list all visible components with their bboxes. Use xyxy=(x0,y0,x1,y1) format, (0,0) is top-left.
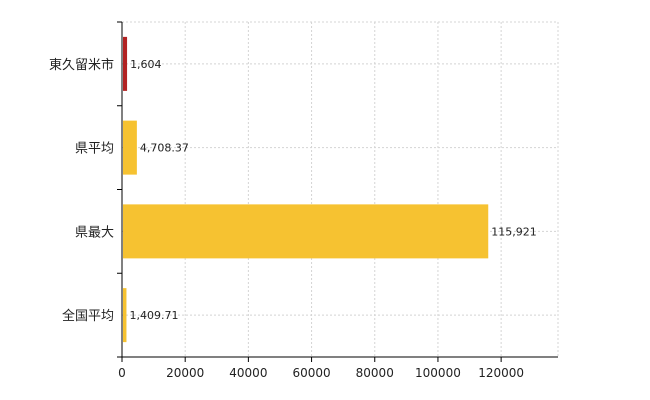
x-tick-label: 100000 xyxy=(415,366,461,380)
data-label: 1,604 xyxy=(130,58,162,71)
bars xyxy=(123,36,489,343)
data-label: 4,708.37 xyxy=(140,142,189,155)
data-label: 115,921 xyxy=(491,225,537,238)
bar xyxy=(123,120,137,175)
labels: 1,604 4,708.37 115,921 1,409.71 0 20000 40000 6… xyxy=(49,57,537,380)
category-label: 全国平均 xyxy=(62,308,114,324)
bar xyxy=(123,288,127,343)
data-label: 1,409.71 xyxy=(129,309,178,322)
category-label: 東久留米市 xyxy=(49,57,114,73)
category-label: 県平均 xyxy=(75,142,114,157)
bar xyxy=(123,36,128,91)
grid-lines xyxy=(122,21,559,357)
category-label: 県最大 xyxy=(75,225,114,240)
bar xyxy=(123,204,489,259)
x-tick-label: 60000 xyxy=(292,366,330,380)
x-tick-label: 80000 xyxy=(356,366,394,380)
x-tick-label: 40000 xyxy=(229,366,267,380)
x-tick-label: 0 xyxy=(118,366,126,380)
x-tick-label: 20000 xyxy=(166,366,204,380)
x-tick-label: 120000 xyxy=(478,366,524,380)
axes xyxy=(117,21,558,362)
